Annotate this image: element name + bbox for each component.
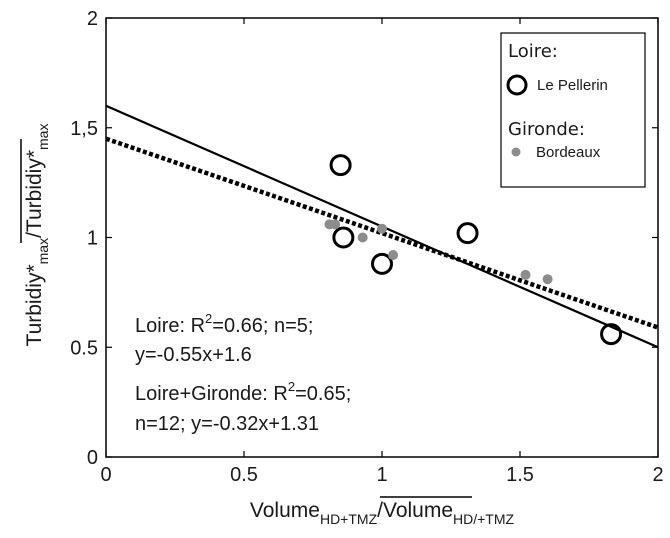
y-label-sep: /	[23, 232, 46, 238]
x-label-sub2: HD/+TMZ	[453, 511, 515, 527]
point-bordeaux	[542, 274, 553, 285]
x-tick-label: 1.5	[506, 464, 534, 486]
annotation-loire-line1-b: =0.66; n=5;	[212, 315, 313, 337]
annotation-both-line2: n=12; y=-0.32x+1.31	[135, 413, 319, 435]
legend-group2-item: Bordeaux	[536, 144, 601, 161]
x-axis-label: VolumeHD+TMZ/VolumeHD/+TMZ	[250, 499, 515, 527]
annotation-both-line1-b: =0.65;	[295, 383, 351, 405]
x-tick-label: 1	[376, 464, 387, 486]
annotation-loire-line2: y=-0.55x+1.6	[135, 344, 252, 366]
y-label-base2: Turbidiy*	[23, 150, 46, 232]
legend-box	[500, 32, 646, 188]
y-tick-label: 0	[87, 447, 98, 469]
x-label-base1: Volume	[250, 499, 320, 522]
point-bordeaux	[388, 250, 399, 261]
legend-filled-dot-marker	[511, 147, 521, 157]
legend-group1-item: Le Pellerin	[537, 77, 608, 94]
annotation-both-line1: Loire+Gironde: R2=0.65;	[135, 379, 351, 405]
x-tick-label: 0	[100, 464, 111, 486]
point-bordeaux	[330, 219, 341, 230]
point-le-pellerin	[329, 154, 352, 177]
annotation-loire-line1-sup: 2	[205, 311, 212, 326]
y-tick-label: 0.5	[70, 337, 98, 359]
point-le-pellerin	[456, 222, 479, 245]
legend: Loire: Le Pellerin Gironde: Bordeaux	[500, 32, 646, 188]
legend-group1-title: Loire:	[508, 41, 558, 62]
y-tick-label: 1,5	[70, 118, 98, 140]
annotation-both-line1-a: Loire+Gironde: R	[135, 383, 288, 405]
point-bordeaux	[520, 269, 531, 280]
data-points	[324, 154, 623, 346]
annotation-loire-line1-a: Loire: R	[135, 315, 205, 337]
x-tick-label: 0.5	[230, 464, 258, 486]
y-tick-label: 2	[87, 8, 98, 30]
y-label-sub1: max	[35, 238, 51, 264]
annotation-loire-line1: Loire: R2=0.66; n=5;	[135, 311, 313, 337]
point-bordeaux	[377, 223, 387, 234]
annotation-both-line1-sup: 2	[288, 379, 295, 394]
y-label-base1: Turbidiy*	[23, 264, 46, 346]
x-label-sub1: HD+TMZ	[320, 511, 378, 527]
legend-group2-title: Gironde:	[508, 119, 585, 140]
point-le-pellerin	[332, 226, 355, 249]
axis-ticks: 0 0.5 1 1.5 2 0 0.5 1 1,5 2	[70, 8, 663, 486]
y-tick-label: 1	[87, 228, 98, 250]
x-tick-label: 2	[652, 464, 663, 486]
legend-open-circle-marker	[506, 74, 528, 96]
x-label-base2: Volume	[383, 499, 453, 522]
point-le-pellerin	[371, 252, 393, 275]
x-label-sep: /	[377, 499, 383, 522]
point-bordeaux	[357, 232, 368, 243]
point-le-pellerin	[600, 323, 623, 346]
y-axis-label: Turbidiy*max/Turbidiy*max	[23, 124, 51, 347]
y-label-sub2: max	[35, 124, 51, 150]
